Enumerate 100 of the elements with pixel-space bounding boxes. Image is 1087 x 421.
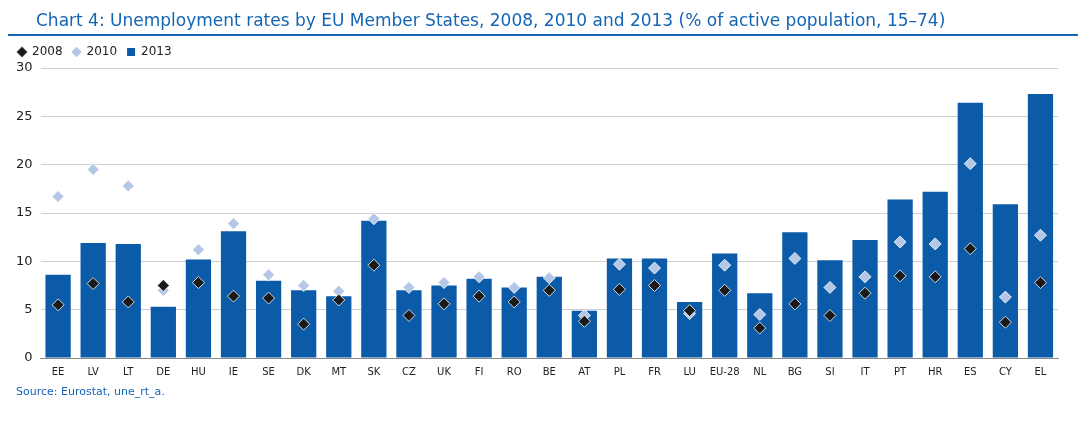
x-tick-label: SE [262, 365, 275, 377]
point [893, 269, 907, 283]
x-tick-label: ES [963, 365, 977, 377]
bar [361, 220, 387, 358]
x-tick-label: LU [683, 365, 696, 377]
x-tick-label: UK [437, 365, 452, 377]
point [613, 282, 626, 296]
bar [150, 306, 176, 358]
x-tick-label: RO [506, 365, 522, 377]
bar [712, 253, 738, 358]
bar [922, 191, 948, 358]
point [367, 258, 381, 272]
bar [817, 260, 843, 358]
bar [641, 258, 668, 358]
point [928, 270, 942, 284]
point [998, 315, 1012, 329]
x-tick-label: BG [787, 365, 803, 377]
bar [115, 243, 141, 358]
bar [606, 258, 633, 358]
bar [396, 290, 422, 358]
point [121, 295, 135, 309]
point [402, 309, 416, 322]
point [858, 286, 872, 300]
y-tick-label: 30 [16, 59, 33, 75]
point [858, 270, 872, 284]
chart-title: Chart 4: Unemployment rates by EU Member States, 2008, 2010 and 2013 (% of active population, 15–74) [8, 8, 1078, 36]
point [192, 243, 205, 257]
x-tick-label: IE [228, 365, 239, 377]
point [1034, 228, 1047, 242]
point [788, 297, 802, 311]
point [192, 276, 205, 289]
point [367, 212, 381, 226]
y-tick-label: 25 [16, 107, 33, 123]
point [1034, 276, 1047, 289]
x-tick-label: DE [156, 365, 171, 377]
x-tick-label: IT [860, 365, 871, 377]
point [227, 217, 240, 231]
point [893, 235, 907, 249]
point [121, 179, 135, 193]
x-tick-label: AT [578, 365, 592, 377]
x-tick-label: FR [648, 365, 661, 377]
legend-label: 2008 [32, 44, 63, 59]
y-tick-label: 10 [16, 252, 33, 268]
x-tick-label: CY [998, 365, 1013, 377]
point [86, 163, 100, 176]
x-tick-label: MT [331, 365, 348, 377]
bar [992, 204, 1018, 358]
x-tick-label: FI [474, 365, 484, 377]
point [297, 317, 311, 331]
bar [220, 231, 247, 358]
x-tick-label: LT [123, 365, 135, 377]
bar [466, 278, 492, 358]
point [753, 321, 767, 335]
x-tick-label: SK [367, 365, 381, 377]
x-tick-label: BE [542, 365, 556, 377]
point [156, 279, 170, 292]
point [963, 157, 977, 171]
point [928, 237, 942, 251]
bar [185, 259, 212, 358]
bar [782, 232, 808, 358]
point [297, 279, 311, 292]
bar [501, 287, 527, 358]
point [998, 290, 1012, 304]
y-tick-label: 5 [24, 301, 33, 317]
x-tick-label: EU-28 [709, 365, 740, 377]
point [507, 295, 521, 309]
point [648, 261, 661, 275]
bar [887, 199, 913, 358]
x-tick-label: EE [51, 365, 65, 377]
x-tick-label: NL [753, 365, 767, 377]
point [542, 271, 556, 285]
x-tick-label: DK [296, 365, 312, 377]
bar [676, 301, 703, 358]
bar [80, 242, 106, 358]
x-tick-label: CZ [402, 365, 416, 377]
bar [431, 285, 457, 358]
bar [852, 240, 878, 358]
x-tick-label: PL [613, 365, 626, 377]
point [86, 277, 100, 290]
point [51, 298, 65, 312]
y-tick-label: 20 [16, 156, 33, 172]
x-tick-label: LV [87, 365, 99, 377]
x-tick-label: PT [894, 365, 908, 377]
point [718, 283, 732, 297]
point [437, 276, 451, 289]
bar [326, 296, 352, 358]
bar [255, 280, 282, 358]
bar [1027, 94, 1054, 358]
point [823, 281, 837, 294]
bar [957, 102, 983, 358]
bar [45, 274, 71, 358]
point [577, 314, 591, 328]
x-tick-label: SI [825, 365, 835, 377]
bar [536, 276, 562, 358]
point [542, 283, 556, 297]
point [648, 279, 661, 292]
point [963, 242, 977, 256]
point [788, 252, 802, 265]
point [823, 309, 837, 322]
point [262, 268, 275, 282]
